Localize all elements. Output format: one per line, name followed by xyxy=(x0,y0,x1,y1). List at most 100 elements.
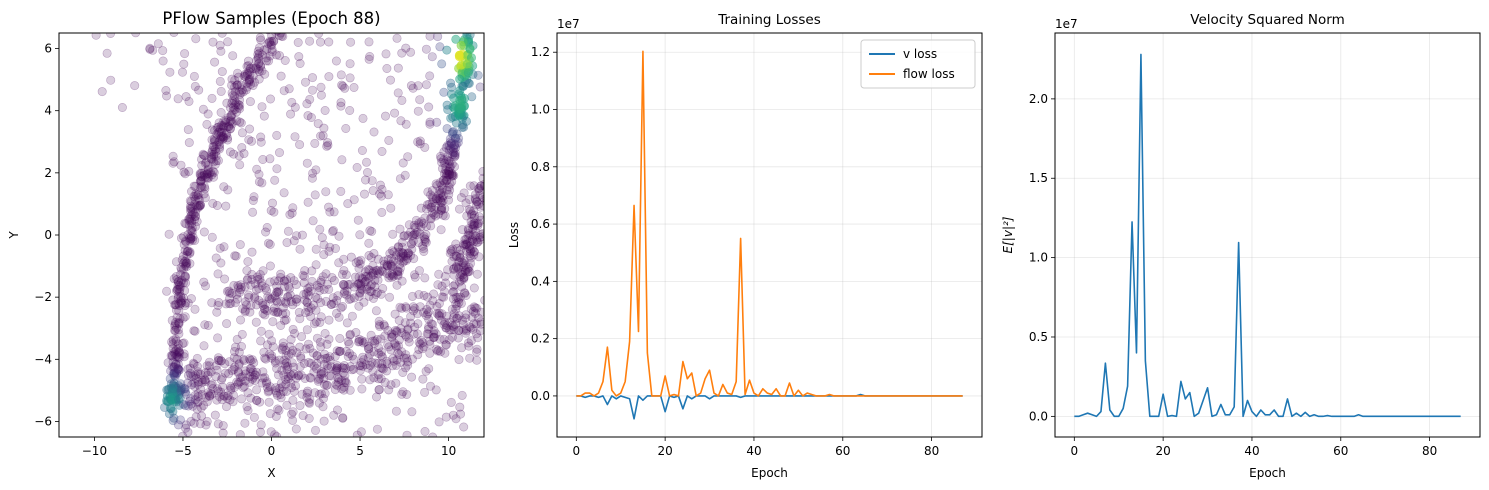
scatter-point xyxy=(186,416,196,426)
scatter-point xyxy=(214,127,224,137)
scatter-point xyxy=(174,365,184,375)
scatter-point xyxy=(189,378,199,388)
scatter-point xyxy=(216,108,226,118)
scatter-point xyxy=(336,303,346,313)
scatter-point xyxy=(197,154,207,164)
scatter-point xyxy=(194,202,204,212)
scatter-point xyxy=(288,203,298,213)
scatter-point xyxy=(316,389,326,399)
scatter-point xyxy=(179,338,189,348)
scatter-point xyxy=(318,402,328,412)
scatter-point xyxy=(227,109,237,119)
scatter-point xyxy=(216,46,226,56)
scatter-point xyxy=(206,167,216,177)
scatter-point xyxy=(216,356,226,366)
y-tick-label: 0 xyxy=(44,228,52,242)
scatter-point xyxy=(200,151,210,161)
scatter-point xyxy=(425,300,435,310)
scatter-point xyxy=(178,339,188,349)
scatter-point xyxy=(432,308,442,318)
scatter-point xyxy=(367,227,377,237)
scatter-point xyxy=(462,59,472,69)
scatter-point xyxy=(182,251,192,261)
scatter-point xyxy=(461,22,469,30)
scatter-point xyxy=(167,337,177,347)
scatter-point xyxy=(242,61,252,71)
scatter-point xyxy=(455,104,465,114)
scatter-point xyxy=(262,44,272,54)
scatter-point xyxy=(459,273,469,283)
scatter-point xyxy=(276,320,286,330)
scatter-point xyxy=(172,275,182,285)
x-tick-label: 60 xyxy=(1333,444,1348,458)
scatter-point xyxy=(269,36,279,46)
scatter-point xyxy=(213,156,223,166)
losses-y-label: Loss xyxy=(507,222,521,248)
scatter-point xyxy=(267,198,277,208)
scatter-point xyxy=(403,231,413,241)
losses-x-label: Epoch xyxy=(751,466,788,480)
scatter-point xyxy=(380,377,390,387)
scatter-point xyxy=(471,329,481,339)
scatter-point xyxy=(203,174,213,184)
scatter-point xyxy=(397,303,407,313)
scatter-point xyxy=(456,298,466,308)
scatter-point xyxy=(306,358,316,368)
scatter-point xyxy=(181,420,191,430)
scatter-point xyxy=(276,33,286,38)
scatter-point xyxy=(189,359,199,369)
scatter-point xyxy=(375,189,385,199)
scatter-point xyxy=(394,315,404,325)
scatter-point xyxy=(218,428,228,437)
scatter-point xyxy=(190,215,200,225)
scatter-point xyxy=(345,330,355,340)
scatter-point xyxy=(473,333,483,343)
scatter-point xyxy=(195,169,205,179)
scatter-point xyxy=(200,159,210,169)
scatter-point xyxy=(193,377,203,387)
scatter-point xyxy=(265,94,275,104)
scatter-point xyxy=(473,70,483,80)
scatter-point xyxy=(349,364,359,374)
scatter-point xyxy=(256,137,266,147)
scatter-point xyxy=(434,345,444,355)
scatter-point xyxy=(317,233,327,243)
scatter-point xyxy=(189,71,199,81)
scatter-point xyxy=(186,196,196,206)
scatter-point xyxy=(256,326,266,336)
scatter-point xyxy=(172,344,182,354)
scatter-point xyxy=(291,424,301,434)
scatter-point xyxy=(226,111,236,121)
scatter-point xyxy=(202,173,212,183)
scatter-point xyxy=(183,378,193,388)
scatter-point xyxy=(230,105,240,115)
scatter-point xyxy=(409,254,419,264)
scatter-point xyxy=(382,64,392,74)
scatter-point xyxy=(346,294,356,304)
scatter-point xyxy=(256,336,266,346)
scatter-point xyxy=(197,390,207,400)
scatter-point xyxy=(483,178,484,183)
scatter-point xyxy=(228,105,238,115)
scatter-point xyxy=(454,326,464,336)
scatter-point xyxy=(301,344,311,354)
scatter-point xyxy=(400,330,410,340)
scatter-point xyxy=(285,369,295,379)
scatter-point xyxy=(178,431,188,437)
scatter-point xyxy=(187,235,197,245)
scatter-point xyxy=(215,243,225,253)
scatter-point xyxy=(183,401,193,411)
scatter-point xyxy=(302,158,312,168)
scatter-point xyxy=(171,334,181,344)
legend-label-v-loss: v loss xyxy=(903,47,937,61)
scatter-point xyxy=(483,208,484,214)
y-tick-label: −6 xyxy=(34,414,52,428)
y-tick-label: 1.2 xyxy=(531,45,550,59)
scatter-point xyxy=(315,286,325,296)
scatter-point xyxy=(243,257,253,267)
scatter-point xyxy=(223,113,233,123)
scatter-point xyxy=(175,348,185,358)
scatter-point xyxy=(258,373,268,383)
scatter-point xyxy=(252,367,262,377)
